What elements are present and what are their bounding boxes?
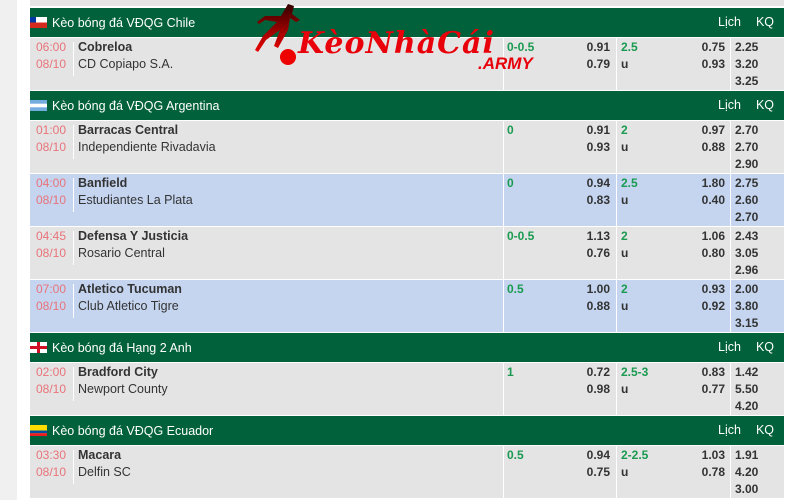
match-row[interactable]: 02:00 08/10 Bradford City Newport County 1… xyxy=(30,362,784,416)
league-title[interactable]: Kèo bóng đá VĐQG Ecuador xyxy=(52,423,214,438)
england-flag-icon xyxy=(30,342,47,353)
schedule-link[interactable]: Lịch xyxy=(718,423,741,437)
chile-flag-icon xyxy=(30,17,47,28)
home-team: Cobreloa xyxy=(78,40,133,54)
over-under-odds[interactable]: 0.97 0.88 xyxy=(701,123,725,154)
match-row[interactable]: 04:45 08/10 Defensa Y Justicia Rosario Cen… xyxy=(30,226,784,280)
argentina-flag-icon xyxy=(30,100,47,111)
handicap-odds[interactable]: 1.13 0.76 xyxy=(586,229,610,260)
schedule-link[interactable]: Lịch xyxy=(718,98,741,112)
page-margin xyxy=(0,0,17,500)
match-time: 01:00 08/10 xyxy=(36,123,67,154)
home-team: Banfield xyxy=(78,176,128,190)
away-team: Newport County xyxy=(78,382,168,396)
1x2-odds[interactable]: 2.70 2.70 2.90 xyxy=(735,123,759,171)
over-under-odds[interactable]: 1.03 0.78 xyxy=(701,448,725,479)
league-header: Kèo bóng đá VĐQG Argentina Lịch KQ xyxy=(30,91,784,120)
over-under-line: 2-2.5 u xyxy=(621,448,649,479)
match-teams[interactable]: Atletico Tucuman Club Atletico Tigre xyxy=(78,281,182,315)
match-time: 04:45 08/10 xyxy=(36,229,67,260)
handicap-odds[interactable]: 0.94 0.83 xyxy=(586,176,610,207)
ecuador-flag-icon xyxy=(30,425,47,436)
away-team: Club Atletico Tigre xyxy=(78,299,179,313)
match-time: 03:30 08/10 xyxy=(36,448,67,479)
match-teams[interactable]: Barracas Central Independiente Rivadavia xyxy=(78,122,216,156)
schedule-link[interactable]: Lịch xyxy=(718,340,741,354)
match-row[interactable]: 07:00 08/10 Atletico Tucuman Club Atletico… xyxy=(30,279,784,333)
1x2-odds[interactable]: 2.43 3.05 2.96 xyxy=(735,229,759,277)
handicap-line: 0 xyxy=(507,123,514,137)
match-row[interactable]: 04:00 08/10 Banfield Estudiantes La Plata … xyxy=(30,173,784,227)
match-time: 07:00 08/10 xyxy=(36,282,67,313)
handicap-odds[interactable]: 0.94 0.75 xyxy=(586,448,610,479)
1x2-odds[interactable]: 2.00 3.80 3.15 xyxy=(735,282,759,330)
match-row[interactable]: 01:00 08/10 Barracas Central Independiente… xyxy=(30,120,784,174)
match-time: 04:00 08/10 xyxy=(36,176,67,207)
over-under-line: 2.5 u xyxy=(621,40,638,71)
home-team: Atletico Tucuman xyxy=(78,282,182,296)
handicap-line: 0-0.5 xyxy=(507,40,535,54)
league-title[interactable]: Kèo bóng đá VĐQG Chile xyxy=(52,15,196,30)
match-teams[interactable]: Bradford City Newport County xyxy=(78,364,168,398)
1x2-odds[interactable]: 2.25 3.20 3.25 xyxy=(735,40,759,88)
home-team: Macara xyxy=(78,448,122,462)
handicap-line: 1 xyxy=(507,365,514,379)
match-time: 06:00 08/10 xyxy=(36,40,67,71)
home-team: Bradford City xyxy=(78,365,158,379)
over-under-odds[interactable]: 0.93 0.92 xyxy=(701,282,725,313)
match-teams[interactable]: Defensa Y Justicia Rosario Central xyxy=(78,228,188,262)
results-link[interactable]: KQ xyxy=(755,15,774,29)
results-link[interactable]: KQ xyxy=(755,423,774,437)
away-team: Independiente Rivadavia xyxy=(78,140,216,154)
over-under-odds[interactable]: 1.06 0.80 xyxy=(701,229,725,260)
handicap-odds[interactable]: 1.00 0.88 xyxy=(586,282,610,313)
handicap-odds[interactable]: 0.91 0.93 xyxy=(586,123,610,154)
1x2-odds[interactable]: 1.91 4.20 3.00 xyxy=(735,448,759,496)
league-header: Kèo bóng đá Hạng 2 Anh Lịch KQ xyxy=(30,333,784,362)
handicap-line: 0.5 xyxy=(507,448,524,462)
league-header: Kèo bóng đá VĐQG Ecuador Lịch KQ xyxy=(30,416,784,445)
match-teams[interactable]: Cobreloa CD Copiapo S.A. xyxy=(78,39,173,73)
league-header: Kèo bóng đá VĐQG Chile Lịch KQ xyxy=(30,8,784,37)
home-team: Defensa Y Justicia xyxy=(78,229,189,243)
match-teams[interactable]: Macara Delfin SC xyxy=(78,447,131,481)
handicap-odds[interactable]: 0.72 0.98 xyxy=(586,365,610,396)
1x2-odds[interactable]: 2.75 2.60 2.70 xyxy=(735,176,759,224)
handicap-line: 0 xyxy=(507,176,514,190)
handicap-odds[interactable]: 0.91 0.79 xyxy=(586,40,610,71)
schedule-link[interactable]: Lịch xyxy=(718,15,741,29)
over-under-line: 2.5 u xyxy=(621,176,638,207)
handicap-line: 0-0.5 xyxy=(507,229,535,243)
previous-row-remnant xyxy=(30,0,784,7)
handicap-line: 0.5 xyxy=(507,282,524,296)
league-title[interactable]: Kèo bóng đá VĐQG Argentina xyxy=(52,98,220,113)
match-row[interactable]: 03:30 08/10 Macara Delfin SC 0.5 0.94 0.75 … xyxy=(30,445,784,499)
away-team: Estudiantes La Plata xyxy=(78,193,193,207)
1x2-odds[interactable]: 1.42 5.50 4.20 xyxy=(735,365,759,413)
league-title[interactable]: Kèo bóng đá Hạng 2 Anh xyxy=(52,340,192,355)
over-under-line: 2.5-3 u xyxy=(621,365,649,396)
over-under-odds[interactable]: 1.80 0.40 xyxy=(701,176,725,207)
home-team: Barracas Central xyxy=(78,123,179,137)
results-link[interactable]: KQ xyxy=(755,340,774,354)
match-row[interactable]: 06:00 08/10 Cobreloa CD Copiapo S.A. 0-0.5… xyxy=(30,37,784,91)
away-team: Rosario Central xyxy=(78,246,165,260)
match-time: 02:00 08/10 xyxy=(36,365,67,396)
away-team: CD Copiapo S.A. xyxy=(78,57,174,71)
away-team: Delfin SC xyxy=(78,465,131,479)
over-under-odds[interactable]: 0.75 0.93 xyxy=(701,40,725,71)
match-teams[interactable]: Banfield Estudiantes La Plata xyxy=(78,175,193,209)
over-under-odds[interactable]: 0.83 0.77 xyxy=(701,365,725,396)
results-link[interactable]: KQ xyxy=(755,98,774,112)
odds-table: Kèo bóng đá VĐQG Chile Lịch KQ 06:00 08/10… xyxy=(30,0,784,499)
